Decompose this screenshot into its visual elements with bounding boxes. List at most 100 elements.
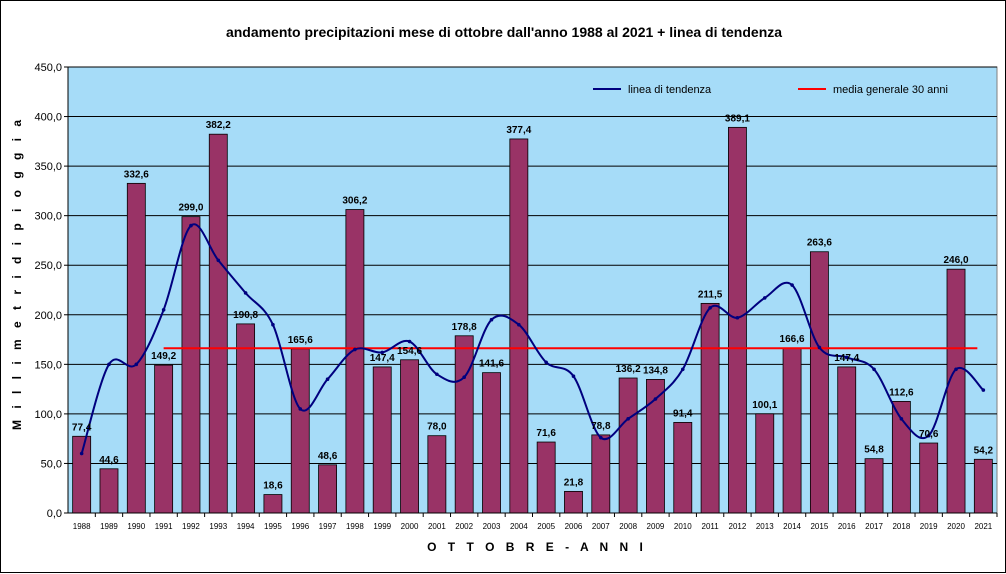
data-label: 332,6: [124, 169, 149, 180]
y-axis-title: M i l l i m e t r i d i p i o g g i a: [10, 116, 24, 430]
data-label: 382,2: [206, 120, 231, 131]
y-tick-label: 400,0: [34, 112, 62, 124]
trend-point: [134, 362, 139, 367]
data-labels: 77,4 44,6 332,6 149,2 299,0 382,2 190,8 18,6 165…: [72, 113, 994, 491]
data-label: 306,2: [342, 196, 367, 207]
x-tick-label: 1988: [73, 522, 91, 531]
x-tick-label: 2008: [619, 522, 637, 531]
x-tick-label: 2003: [483, 522, 501, 531]
bar: [809, 251, 829, 514]
x-tick-label: 2007: [592, 522, 610, 531]
bar: [837, 366, 857, 514]
bar: [454, 335, 474, 514]
y-tick-label: 0,0: [47, 508, 62, 520]
x-tick-label: 2016: [838, 522, 856, 531]
x-axis-title: O T T O B R E - A N N I: [427, 540, 647, 554]
trend-point: [926, 433, 931, 438]
x-tick-label: 2014: [783, 522, 801, 531]
data-label: 263,6: [807, 238, 832, 249]
trend-point: [899, 417, 904, 421]
bar: [728, 126, 747, 514]
x-tick-label: 2021: [974, 522, 992, 531]
bars: [72, 126, 993, 514]
trend-line-group: [79, 223, 986, 456]
x-tick-label: 1989: [100, 522, 118, 531]
x-tick-label: 2004: [510, 522, 528, 531]
bar: [99, 468, 119, 514]
y-tick-label: 200,0: [34, 310, 62, 322]
bar: [755, 413, 775, 514]
bar: [536, 441, 556, 514]
bar: [864, 458, 884, 514]
trend-point: [325, 377, 330, 382]
data-label: 21,8: [564, 477, 584, 488]
x-tick-label: 2005: [537, 522, 555, 531]
x-tick-label: 1999: [373, 522, 391, 531]
bar: [318, 464, 337, 514]
x-tick-label: 1998: [346, 522, 364, 531]
bar: [591, 434, 611, 514]
trend-point: [161, 308, 166, 312]
x-tick-label: 2002: [455, 522, 473, 531]
data-label: 71,6: [536, 428, 556, 439]
x-tick-label: 2000: [401, 522, 419, 531]
plot-area: [67, 66, 998, 514]
bar: [946, 268, 966, 514]
bar: [208, 133, 228, 514]
x-tick-label: 2013: [756, 522, 774, 531]
bar: [236, 323, 256, 514]
trend-point: [762, 296, 767, 300]
data-label: 141,6: [479, 359, 504, 370]
x-tick-label: 2017: [865, 522, 883, 531]
trend-point: [844, 355, 849, 360]
y-tick-label: 350,0: [34, 161, 62, 173]
bar: [345, 209, 365, 514]
trend-point: [79, 451, 84, 456]
trend-point: [735, 315, 740, 320]
x-tick-label: 2015: [810, 522, 828, 531]
bar: [181, 216, 201, 514]
trend-point: [380, 350, 385, 355]
data-label: 389,1: [725, 113, 750, 124]
x-tick-label: 2020: [947, 522, 965, 531]
bar: [782, 347, 802, 514]
bar: [72, 435, 92, 514]
trend-point: [981, 388, 986, 392]
data-label: 299,0: [178, 203, 203, 214]
y-axis: 0,0 50,0 100,0 150,0 200,0 250,0 300,0 350,0 400…: [34, 62, 69, 520]
bar: [700, 302, 720, 514]
bar: [372, 366, 392, 514]
bar: [618, 377, 638, 514]
x-tick-label: 2001: [428, 522, 446, 531]
trend-point: [189, 223, 193, 228]
data-label: 91,4: [673, 408, 693, 419]
y-tick-label: 100,0: [34, 409, 62, 421]
trend-point: [271, 322, 275, 327]
trend-point: [353, 347, 357, 352]
trend-point: [216, 258, 221, 263]
y-tick-label: 300,0: [34, 211, 62, 223]
data-label: 377,4: [506, 125, 531, 136]
bar: [427, 435, 447, 514]
bar: [973, 458, 993, 514]
data-label: 77,4: [72, 422, 92, 433]
data-label: 136,2: [616, 364, 641, 375]
data-label: 149,2: [151, 351, 176, 362]
y-tick-label: 50,0: [41, 458, 62, 470]
data-label: 147,4: [834, 353, 859, 364]
x-tick-label: 2012: [729, 522, 747, 531]
x-tick-label: 1992: [182, 522, 200, 531]
trend-point: [462, 375, 466, 380]
trend-point: [599, 435, 603, 440]
bar: [673, 422, 693, 514]
x-tick-label: 2010: [674, 522, 692, 531]
data-label: 78,8: [591, 421, 611, 432]
data-label: 112,6: [889, 387, 914, 398]
y-tick-label: 450,0: [34, 62, 62, 74]
trend-point: [708, 306, 712, 310]
x-tick-label: 1991: [155, 522, 173, 531]
y-tick-label: 250,0: [34, 260, 62, 272]
x-tick-label: 1994: [237, 522, 255, 531]
